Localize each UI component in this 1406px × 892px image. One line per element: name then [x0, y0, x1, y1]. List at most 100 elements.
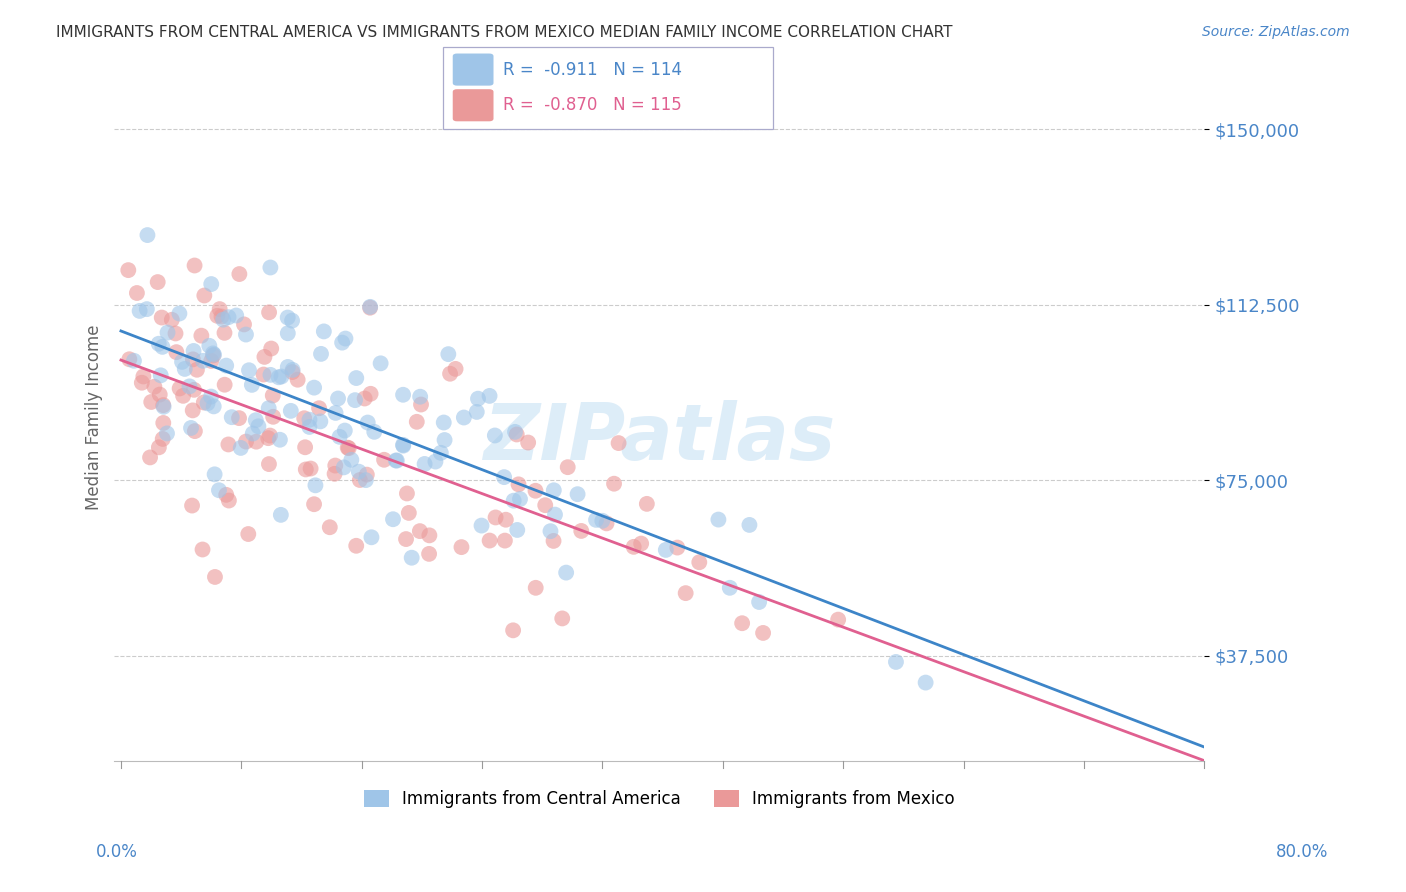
Point [267, 370, 290, 384]
Point [382, 512, 405, 526]
Point [228, 411, 250, 425]
Point [131, 376, 153, 390]
Point [260, 342, 283, 356]
Point [208, 302, 231, 317]
Point [506, 427, 529, 442]
Point [148, 441, 170, 455]
Point [204, 467, 226, 482]
Point [148, 336, 170, 351]
Point [337, 441, 360, 455]
Point [180, 421, 202, 435]
Point [502, 624, 524, 638]
Point [200, 277, 222, 291]
Point [506, 523, 529, 537]
Point [214, 326, 236, 340]
Point [494, 533, 516, 548]
Point [169, 306, 191, 320]
Point [718, 581, 741, 595]
Point [170, 355, 193, 369]
Point [335, 332, 357, 346]
Point [453, 410, 475, 425]
Point [235, 434, 257, 449]
Y-axis label: Median Family Income: Median Family Income [86, 325, 103, 510]
Point [329, 430, 352, 444]
Point [281, 313, 304, 327]
Point [257, 457, 280, 471]
Point [675, 586, 697, 600]
Point [373, 452, 395, 467]
Point [299, 461, 322, 475]
Point [405, 415, 427, 429]
Point [555, 566, 578, 580]
Point [433, 433, 456, 447]
Point [139, 450, 162, 465]
Point [257, 305, 280, 319]
Point [270, 508, 292, 522]
Point [544, 508, 567, 522]
Point [200, 354, 222, 368]
Point [245, 413, 267, 427]
Point [409, 390, 432, 404]
Point [117, 263, 139, 277]
Legend: Immigrants from Central America, Immigrants from Mexico: Immigrants from Central America, Immigra… [357, 783, 962, 814]
Point [385, 453, 408, 467]
Point [238, 527, 260, 541]
Point [304, 478, 326, 492]
Point [201, 346, 224, 360]
Point [450, 540, 472, 554]
Point [292, 411, 315, 425]
Point [323, 467, 346, 481]
Point [738, 517, 761, 532]
Point [543, 483, 565, 498]
Point [360, 386, 382, 401]
Point [191, 542, 214, 557]
Point [277, 326, 299, 341]
Point [233, 318, 256, 332]
Point [294, 440, 316, 454]
Point [439, 367, 461, 381]
Point [323, 458, 346, 473]
Point [467, 392, 489, 406]
Point [603, 476, 626, 491]
Point [149, 387, 172, 401]
Point [543, 533, 565, 548]
Point [363, 425, 385, 439]
Text: R =  -0.870   N = 115: R = -0.870 N = 115 [503, 96, 682, 114]
Point [359, 300, 381, 314]
Point [277, 310, 299, 325]
Point [401, 550, 423, 565]
Point [607, 436, 630, 450]
Text: ZIPatlas: ZIPatlas [484, 400, 835, 475]
Point [208, 483, 231, 498]
Point [444, 362, 467, 376]
Point [262, 388, 284, 402]
Point [347, 465, 370, 479]
Point [156, 326, 179, 340]
Point [884, 655, 907, 669]
Point [666, 541, 689, 555]
Point [344, 371, 367, 385]
Point [132, 369, 155, 384]
Text: R =  -0.911   N = 114: R = -0.911 N = 114 [503, 61, 682, 78]
Point [585, 513, 607, 527]
Point [309, 414, 332, 428]
Point [392, 439, 415, 453]
Point [484, 428, 506, 442]
Point [354, 473, 377, 487]
Point [551, 611, 574, 625]
Point [409, 524, 432, 538]
Point [191, 354, 214, 368]
Point [433, 416, 456, 430]
Point [245, 434, 267, 449]
Point [540, 524, 562, 538]
Point [418, 528, 440, 542]
Point [143, 380, 166, 394]
Point [156, 426, 179, 441]
Point [623, 540, 645, 554]
Point [359, 301, 381, 315]
Point [122, 353, 145, 368]
Point [150, 310, 173, 325]
Point [655, 543, 678, 558]
Point [636, 497, 658, 511]
Point [688, 555, 710, 569]
